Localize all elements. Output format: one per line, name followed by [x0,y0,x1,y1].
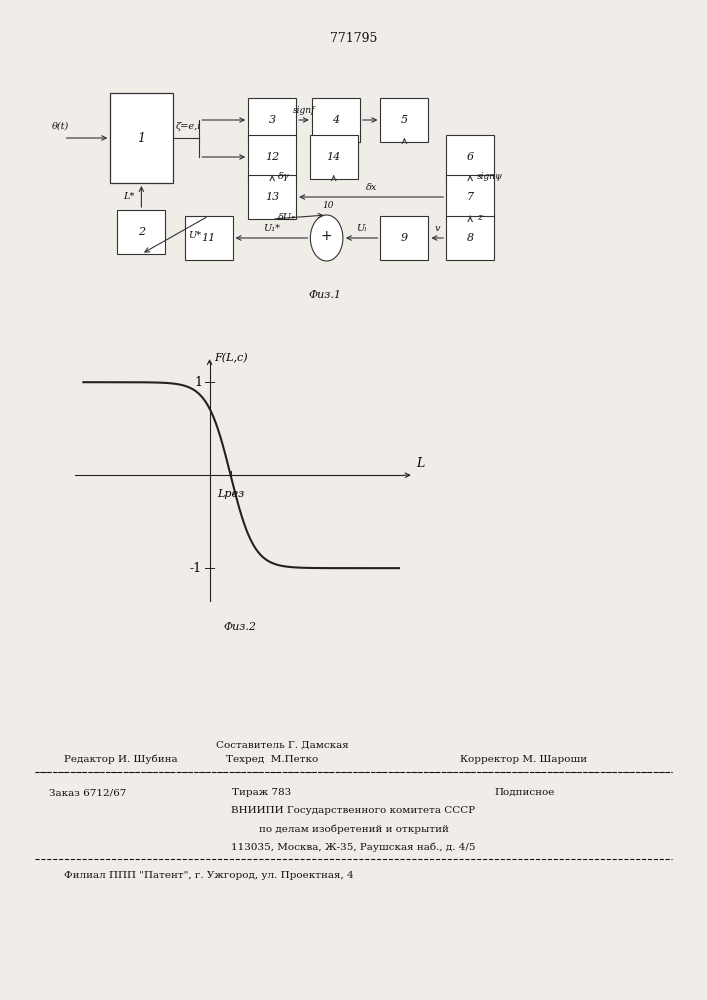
Text: F(L,c): F(L,c) [214,353,247,363]
Text: 3: 3 [269,115,276,125]
Text: ВНИИПИ Государственного комитета СССР: ВНИИПИ Государственного комитета СССР [231,806,476,815]
Text: Техред  М.Петко: Техред М.Петко [226,755,318,764]
FancyBboxPatch shape [248,135,296,179]
Text: Тираж 783: Тираж 783 [232,788,291,797]
FancyBboxPatch shape [380,98,428,142]
Text: по делам изобретений и открытий: по делам изобретений и открытий [259,824,448,833]
Text: U*: U* [188,231,201,239]
Text: Филиал ППП "Патент", г. Ужгород, ул. Проектная, 4: Филиал ППП "Патент", г. Ужгород, ул. Про… [64,871,354,880]
Text: 13: 13 [265,192,279,202]
Text: L*: L* [123,192,134,201]
FancyBboxPatch shape [185,216,233,260]
Text: δγ: δγ [278,172,290,181]
Text: 6: 6 [467,152,474,162]
FancyBboxPatch shape [248,175,296,219]
Text: 8: 8 [467,233,474,243]
FancyBboxPatch shape [248,98,296,142]
FancyBboxPatch shape [446,135,494,179]
FancyBboxPatch shape [380,216,428,260]
Text: signf: signf [293,106,315,115]
Text: 771795: 771795 [329,31,378,44]
FancyBboxPatch shape [446,175,494,219]
Text: 11: 11 [201,233,216,243]
Text: 4: 4 [332,115,339,125]
Text: 12: 12 [265,152,279,162]
Text: 1: 1 [137,131,146,144]
FancyBboxPatch shape [310,135,358,179]
Text: θ(t): θ(t) [52,122,69,131]
FancyBboxPatch shape [312,98,360,142]
Text: Подписное: Подписное [495,788,555,797]
Circle shape [310,215,343,261]
Text: δx: δx [366,183,377,192]
Text: Корректор М. Шароши: Корректор М. Шароши [460,755,587,764]
Text: 10: 10 [322,201,334,210]
Text: z: z [477,213,482,222]
Text: Редактор И. Шубина: Редактор И. Шубина [64,754,177,764]
Text: ζ=e,i: ζ=e,i [176,122,201,131]
Text: v: v [435,224,440,233]
Text: 7: 7 [467,192,474,202]
Text: signψ: signψ [477,172,503,181]
Text: Lрез: Lрез [217,489,244,499]
Text: Φиз.2: Φиз.2 [224,622,257,632]
Text: Uₗ: Uₗ [356,224,367,233]
Text: Заказ 6712/67: Заказ 6712/67 [49,788,127,797]
Text: 9: 9 [401,233,408,243]
Text: L: L [416,457,425,470]
Text: -1: -1 [190,562,202,575]
Text: Φиз.1: Φиз.1 [309,290,341,300]
Text: 5: 5 [401,115,408,125]
FancyBboxPatch shape [446,216,494,260]
Text: δU₂: δU₂ [278,213,296,222]
Text: Составитель Г. Дамская: Составитель Г. Дамская [216,741,349,750]
FancyBboxPatch shape [117,210,165,254]
Text: 2: 2 [138,227,145,237]
Text: 1: 1 [194,376,202,389]
Text: U₁*: U₁* [263,224,280,233]
Text: +: + [321,229,332,243]
FancyBboxPatch shape [110,93,173,183]
Text: 113035, Москва, Ж-35, Раушская наб., д. 4/5: 113035, Москва, Ж-35, Раушская наб., д. … [231,842,476,852]
Text: 14: 14 [327,152,341,162]
